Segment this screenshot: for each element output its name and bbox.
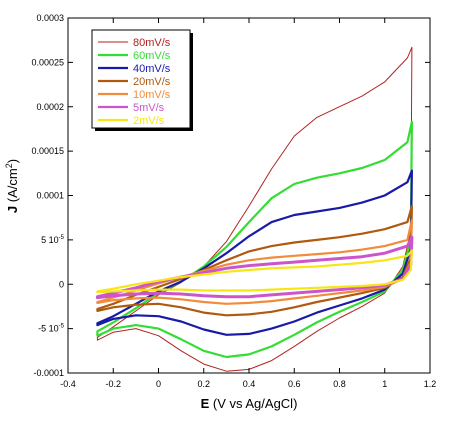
tick-layer: -0.4 -0.2 0 0.2 0.4 0.6 0.8 1 1.2 -0.0001 -5 10-5 0… — [31, 13, 436, 389]
y-tick-label: 5 10-5 — [41, 235, 65, 245]
y-tick-label: -5 10-5 — [38, 324, 65, 334]
x-tick-label: 1.2 — [424, 379, 437, 389]
x-tick-label: 0.8 — [333, 379, 346, 389]
x-tick-label: 0.4 — [243, 379, 256, 389]
axis-labels-layer: E (V vs Ag/AgCl) J (A/cm2) — [4, 159, 297, 411]
x-axis-label: E (V vs Ag/AgCl) — [201, 396, 298, 411]
y-axis-label-bold: J — [5, 206, 20, 213]
y-tick-label: 0.0003 — [36, 13, 64, 23]
x-tick-label: 0 — [156, 379, 161, 389]
y-tick-label: 0.00015 — [31, 146, 64, 156]
series-line-60mv-s — [96, 120, 413, 359]
legend-label-60mv-s: 60mV/s — [133, 50, 171, 62]
legend-label-40mv-s: 40mV/s — [133, 63, 171, 75]
series-line-2mv-s — [96, 249, 413, 294]
y-tick-label: 0.0001 — [36, 191, 64, 201]
y-tick-label: 0.00025 — [31, 57, 64, 67]
y-axis-label-end: ) — [5, 159, 20, 163]
x-axis-label-bold: E — [201, 396, 210, 411]
legend-box — [91, 29, 191, 129]
y-tick-label: -0.0001 — [33, 368, 64, 378]
x-tick-label: -0.4 — [60, 379, 76, 389]
y-tick-label: 0 — [59, 279, 64, 289]
series-line-40mv-s — [96, 169, 413, 336]
x-tick-label: 0.2 — [197, 379, 210, 389]
y-tick-label: 0.0002 — [36, 102, 64, 112]
x-tick-label: 1 — [382, 379, 387, 389]
series-layer — [95, 46, 414, 372]
legend-label-2mv-s: 2mV/s — [133, 115, 165, 127]
legend-label-10mv-s: 10mV/s — [133, 89, 171, 101]
x-axis-label-rest: (V vs Ag/AgCl) — [209, 396, 297, 411]
legend-label-80mv-s: 80mV/s — [133, 37, 171, 49]
x-tick-label: -0.2 — [105, 379, 121, 389]
x-tick-label: 0.6 — [288, 379, 301, 389]
legend-label-5mv-s: 5mV/s — [133, 102, 165, 114]
y-axis-label-sup: 2 — [4, 163, 14, 168]
y-axis-label: J (A/cm2) — [4, 159, 20, 213]
legend-label-20mv-s: 20mV/s — [133, 76, 171, 88]
y-axis-label-rest: (A/cm — [5, 168, 20, 206]
